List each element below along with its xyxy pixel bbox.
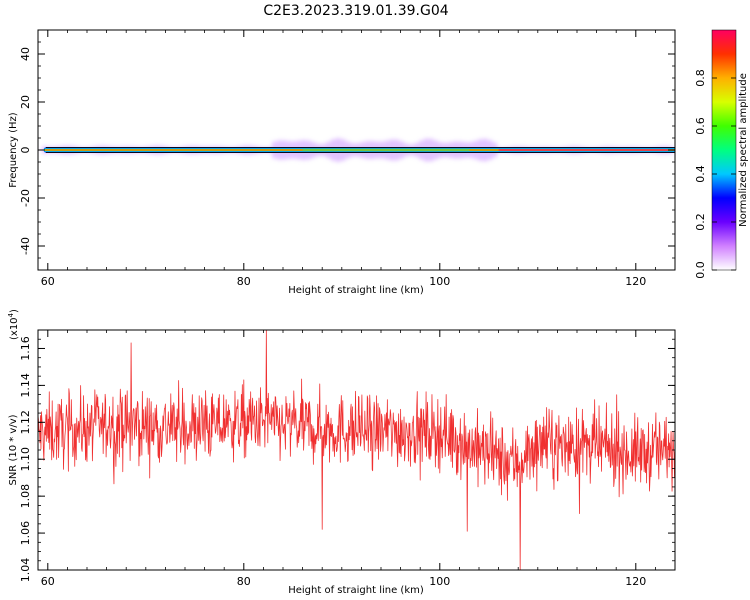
snr-x-axis-title: Height of straight line (km)	[288, 585, 424, 596]
spectrogram-x-tick-label: 60	[41, 275, 55, 288]
snr-y-multiplier-base: (x10	[9, 317, 20, 340]
spectrogram-y-tick-label: -40	[19, 237, 32, 255]
colorbar-tick-label: 0.6	[694, 117, 707, 135]
spectrogram-y-tick-label: 20	[19, 95, 32, 109]
snr-y-multiplier-exp: 4	[7, 312, 15, 317]
spectrogram-image	[42, 138, 675, 162]
snr-x-axis: 60 80 100 120	[41, 330, 676, 588]
snr-frame	[37, 329, 676, 571]
snr-x-tick-label: 100	[429, 575, 450, 588]
spectrogram-x-tick-label: 100	[429, 275, 450, 288]
snr-series-line	[38, 330, 675, 570]
colorbar: 0.0 0.2 0.4 0.6 0.8 Normalized spectral ampl…	[694, 29, 749, 279]
spectrogram-x-tick-label: 80	[237, 275, 251, 288]
spectrogram-panel: 60 80 100 120 -40 -20 0 20 40 Height of straigh…	[8, 29, 676, 296]
snr-x-tick-label: 80	[237, 575, 251, 588]
snr-y-axis: 1.04 1.06 1.08 1.10 1.12 1.14 1.16	[19, 329, 675, 583]
snr-x-tick-label: 120	[625, 575, 646, 588]
snr-y-multiplier: (x104)	[7, 309, 20, 340]
colorbar-gradient	[711, 29, 737, 271]
colorbar-tick-label: 0.4	[694, 165, 707, 183]
snr-y-tick-label: 1.10	[19, 447, 32, 472]
snr-y-axis-title: SNR (10 * v/v)	[8, 414, 19, 485]
snr-x-tick-label: 60	[41, 575, 55, 588]
spectrogram-y-tick-label: -20	[19, 189, 32, 207]
colorbar-ticks: 0.0 0.2 0.4 0.6 0.8	[694, 69, 736, 279]
spectrogram-y-axis: -40 -20 0 20 40	[19, 29, 675, 271]
snr-panel: 60 80 100 120 1.041.061.081.101.121.141.16 …	[7, 309, 676, 596]
snr-y-tick-label: 1.14	[19, 373, 32, 398]
snr-y-tick-label: 1.16	[19, 336, 32, 361]
colorbar-tick-label: 0.8	[694, 69, 707, 87]
snr-y-tick-label: 1.12	[19, 410, 32, 435]
colorbar-title: Normalized spectral amplitude	[738, 73, 749, 227]
spectrogram-y-tick-label: 40	[19, 47, 32, 61]
spectrogram-x-tick-label: 120	[625, 275, 646, 288]
colorbar-tick-label: 0.0	[694, 261, 707, 279]
spectrogram-x-axis-title: Height of straight line (km)	[288, 285, 424, 296]
spectrogram-mid-band	[302, 148, 470, 152]
spectrogram-y-axis-title: Frequency (Hz)	[8, 112, 19, 188]
snr-line-area	[38, 330, 675, 570]
colorbar-tick-label: 0.2	[694, 213, 707, 231]
snr-y-tick-label: 1.06	[19, 521, 32, 546]
spectrogram-y-tick-label: 0	[19, 147, 32, 154]
snr-y-tick-label: 1.08	[19, 484, 32, 509]
spectrogram-x-axis: 60 80 100 120	[41, 30, 676, 288]
snr-y-tick-label: 1.04	[19, 558, 32, 583]
spectrogram-right-core	[498, 149, 675, 151]
figure-title: C2E3.2023.319.01.39.G04	[263, 3, 448, 19]
